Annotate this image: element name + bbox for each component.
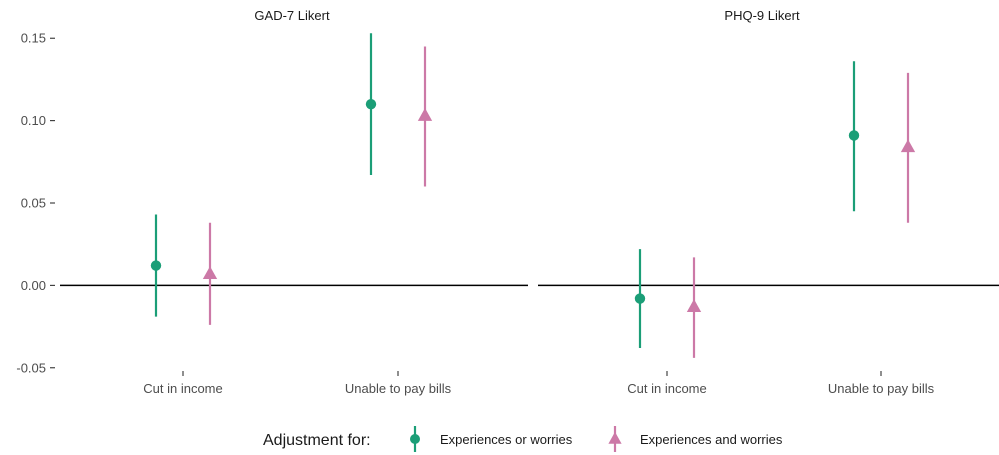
y-tick-label: -0.05 [16,360,46,375]
point-estimate [202,266,218,280]
y-tick-label: 0.05 [21,196,46,211]
y-tick-label: 0.00 [21,278,46,293]
point-estimate [417,108,433,121]
data-marks [150,33,916,358]
panel-title-gad7: GAD-7 Likert [254,8,330,23]
legend: Adjustment for: Experiences or worries Ex… [263,426,783,452]
point-estimate [900,139,916,153]
point-estimate [634,293,646,304]
legend-key-marker [410,434,420,444]
point-estimate [848,130,860,141]
x-tick-label: Unable to pay bills [828,381,935,396]
legend-label: Experiences and worries [640,432,783,447]
y-tick-label: 0.10 [21,113,46,128]
x-axes: Cut in income Unable to pay bills Cut in i… [143,371,935,396]
point-estimate [365,98,377,110]
point-estimate [150,260,162,271]
legend-label: Experiences or worries [440,432,573,447]
x-tick-label: Cut in income [627,381,706,396]
panel-titles: GAD-7 Likert PHQ-9 Likert [254,8,800,23]
point-estimate [686,299,702,312]
legend-key-marker [608,431,622,444]
panel-title-phq9: PHQ-9 Likert [724,8,800,23]
y-tick-label: 0.15 [21,31,46,46]
x-tick-label: Unable to pay bills [345,381,452,396]
legend-title: Adjustment for: [263,432,371,449]
y-axis: 0.15 0.10 0.05 0.00 -0.05 [16,31,55,375]
x-tick-label: Cut in income [143,381,222,396]
